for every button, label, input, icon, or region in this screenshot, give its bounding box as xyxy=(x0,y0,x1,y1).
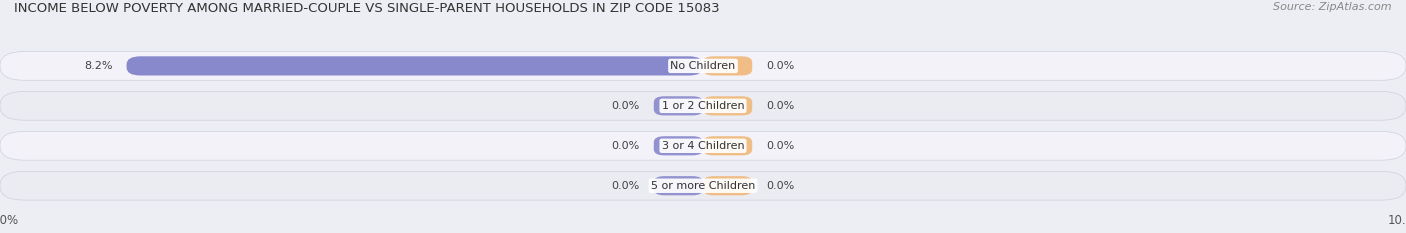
Text: 0.0%: 0.0% xyxy=(612,141,640,151)
FancyBboxPatch shape xyxy=(703,176,752,195)
Text: INCOME BELOW POVERTY AMONG MARRIED-COUPLE VS SINGLE-PARENT HOUSEHOLDS IN ZIP COD: INCOME BELOW POVERTY AMONG MARRIED-COUPL… xyxy=(14,2,720,15)
FancyBboxPatch shape xyxy=(127,56,703,75)
FancyBboxPatch shape xyxy=(0,131,1406,160)
FancyBboxPatch shape xyxy=(0,92,1406,120)
FancyBboxPatch shape xyxy=(703,96,752,115)
Text: No Children: No Children xyxy=(671,61,735,71)
Text: 3 or 4 Children: 3 or 4 Children xyxy=(662,141,744,151)
Text: 5 or more Children: 5 or more Children xyxy=(651,181,755,191)
Text: 1 or 2 Children: 1 or 2 Children xyxy=(662,101,744,111)
Text: 0.0%: 0.0% xyxy=(612,181,640,191)
FancyBboxPatch shape xyxy=(0,171,1406,200)
Text: 0.0%: 0.0% xyxy=(766,101,794,111)
FancyBboxPatch shape xyxy=(703,56,752,75)
FancyBboxPatch shape xyxy=(0,51,1406,80)
Text: Source: ZipAtlas.com: Source: ZipAtlas.com xyxy=(1274,2,1392,12)
FancyBboxPatch shape xyxy=(654,176,703,195)
Text: 0.0%: 0.0% xyxy=(612,101,640,111)
Text: 0.0%: 0.0% xyxy=(766,181,794,191)
FancyBboxPatch shape xyxy=(654,136,703,155)
FancyBboxPatch shape xyxy=(654,96,703,115)
Text: 8.2%: 8.2% xyxy=(84,61,112,71)
Text: 0.0%: 0.0% xyxy=(766,61,794,71)
Text: 0.0%: 0.0% xyxy=(766,141,794,151)
FancyBboxPatch shape xyxy=(703,136,752,155)
